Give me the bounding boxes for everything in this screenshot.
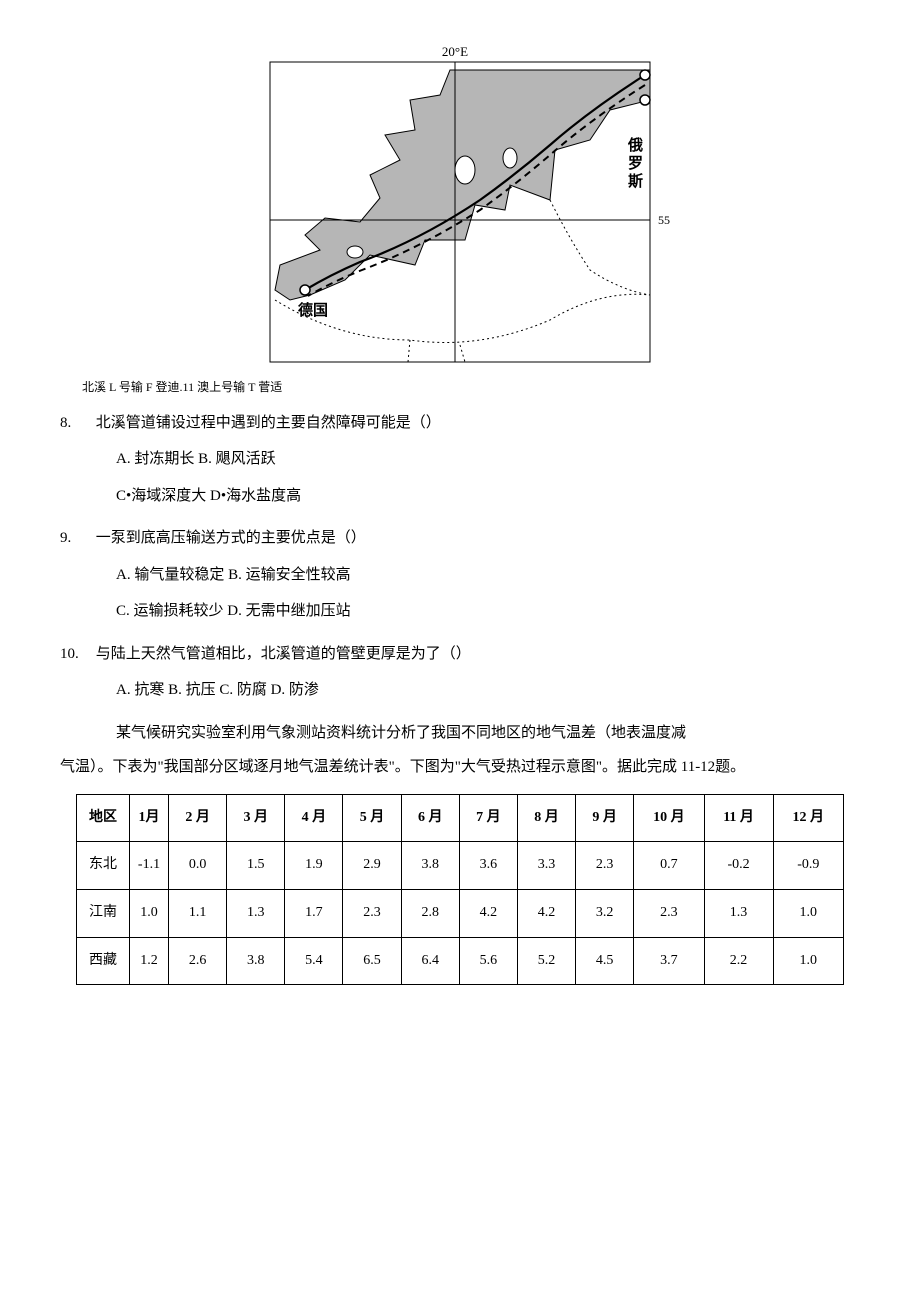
cell-value: 5.2 — [517, 937, 575, 985]
map-label-ru1: 俄 — [627, 136, 643, 154]
passage-line1: 某气候研究实验室利用气象测站资料统计分析了我国不同地区的地气温差（地表温度减 — [116, 719, 860, 748]
cell-region: 东北 — [77, 842, 130, 890]
cell-value: 3.7 — [634, 937, 704, 985]
question-8: 8. 北溪管道铺设过程中遇到的主要自然障碍可能是（） — [60, 409, 860, 438]
q8-options-line2: C•海域深度大 D•海水盐度高 — [116, 482, 860, 511]
cell-value: 1.3 — [227, 889, 285, 937]
cell-value: 0.0 — [169, 842, 227, 890]
cell-value: 5.6 — [459, 937, 517, 985]
map-label-ru2: 罗 — [628, 155, 643, 172]
cell-value: 6.5 — [343, 937, 401, 985]
th-m7: 7 月 — [459, 794, 517, 842]
cell-value: 2.3 — [634, 889, 704, 937]
cell-region: 江南 — [77, 889, 130, 937]
q8-options: A. 封冻期长 B. 飓风活跃 C•海域深度大 D•海水盐度高 — [116, 445, 860, 510]
map-label-germany: 德国 — [298, 301, 328, 319]
cell-value: 1.1 — [169, 889, 227, 937]
cell-value: 5.4 — [285, 937, 343, 985]
map-caption: 北溪 L 号输 F 登迪.11 澳上号输 T 菅适 — [82, 376, 860, 399]
th-m6: 6 月 — [401, 794, 459, 842]
th-m10: 10 月 — [634, 794, 704, 842]
cell-value: 2.9 — [343, 842, 401, 890]
table-row: 西藏1.22.63.85.46.56.45.65.24.53.72.21.0 — [77, 937, 844, 985]
cell-value: 2.8 — [401, 889, 459, 937]
cell-value: 4.2 — [517, 889, 575, 937]
cell-value: 3.2 — [576, 889, 634, 937]
cell-value: 0.7 — [634, 842, 704, 890]
cell-value: -0.9 — [773, 842, 843, 890]
cell-value: -0.2 — [704, 842, 773, 890]
cell-value: 1.0 — [773, 889, 843, 937]
q8-options-line1: A. 封冻期长 B. 飓风活跃 — [116, 445, 860, 474]
cell-value: 3.6 — [459, 842, 517, 890]
q9-text: 一泵到底高压输送方式的主要优点是（） — [96, 530, 366, 546]
cell-value: 1.9 — [285, 842, 343, 890]
cell-value: 3.8 — [401, 842, 459, 890]
th-m11: 11 月 — [704, 794, 773, 842]
nordstream-map: 20°E 55°N 德国 俄 罗 斯 — [250, 40, 670, 370]
q9-number: 9. — [60, 524, 92, 553]
q9-options-line2: C. 运输损耗较少 D. 无需中继加压站 — [116, 597, 860, 626]
q8-number: 8. — [60, 409, 92, 438]
cell-value: 1.3 — [704, 889, 773, 937]
cell-value: 4.2 — [459, 889, 517, 937]
th-m1: 1月 — [130, 794, 169, 842]
passage-line2: 气温）。下表为"我国部分区域逐月地气温差统计表"。下图为"大气受热过程示意图"。… — [60, 753, 860, 782]
th-m3: 3 月 — [227, 794, 285, 842]
th-m5: 5 月 — [343, 794, 401, 842]
question-10: 10. 与陆上天然气管道相比，北溪管道的管壁更厚是为了（） — [60, 640, 860, 669]
table-header-row: 地区 1月 2 月 3 月 4 月 5 月 6 月 7 月 8 月 9 月 10… — [77, 794, 844, 842]
cell-value: 1.0 — [773, 937, 843, 985]
temperature-table: 地区 1月 2 月 3 月 4 月 5 月 6 月 7 月 8 月 9 月 10… — [76, 794, 844, 985]
cell-value: 2.6 — [169, 937, 227, 985]
cell-value: 2.3 — [343, 889, 401, 937]
cell-value: 1.2 — [130, 937, 169, 985]
th-m4: 4 月 — [285, 794, 343, 842]
map-label-20e: 20°E — [442, 44, 468, 59]
q8-text: 北溪管道铺设过程中遇到的主要自然障碍可能是（） — [96, 415, 441, 431]
cell-value: 1.0 — [130, 889, 169, 937]
q9-options: A. 输气量较稳定 B. 运输安全性较高 C. 运输损耗较少 D. 无需中继加压… — [116, 561, 860, 626]
table-row: 东北-1.10.01.51.92.93.83.63.32.30.7-0.2-0.… — [77, 842, 844, 890]
cell-value: 3.3 — [517, 842, 575, 890]
th-region: 地区 — [77, 794, 130, 842]
map-label-55n: 55°N — [658, 213, 670, 227]
cell-value: 3.8 — [227, 937, 285, 985]
q9-options-line1: A. 输气量较稳定 B. 运输安全性较高 — [116, 561, 860, 590]
th-m9: 9 月 — [576, 794, 634, 842]
cell-value: 1.5 — [227, 842, 285, 890]
q10-options-line1: A. 抗寒 B. 抗压 C. 防腐 D. 防渗 — [116, 676, 860, 705]
q10-text: 与陆上天然气管道相比，北溪管道的管壁更厚是为了（） — [96, 646, 471, 662]
th-m12: 12 月 — [773, 794, 843, 842]
cell-value: 6.4 — [401, 937, 459, 985]
q10-options: A. 抗寒 B. 抗压 C. 防腐 D. 防渗 — [116, 676, 860, 705]
th-m8: 8 月 — [517, 794, 575, 842]
cell-value: 1.7 — [285, 889, 343, 937]
cell-value: -1.1 — [130, 842, 169, 890]
q10-number: 10. — [60, 640, 92, 669]
table-row: 江南1.01.11.31.72.32.84.24.23.22.31.31.0 — [77, 889, 844, 937]
cell-value: 2.2 — [704, 937, 773, 985]
cell-value: 4.5 — [576, 937, 634, 985]
cell-region: 西藏 — [77, 937, 130, 985]
cell-value: 2.3 — [576, 842, 634, 890]
question-9: 9. 一泵到底高压输送方式的主要优点是（） — [60, 524, 860, 553]
th-m2: 2 月 — [169, 794, 227, 842]
map-label-ru3: 斯 — [628, 172, 643, 190]
